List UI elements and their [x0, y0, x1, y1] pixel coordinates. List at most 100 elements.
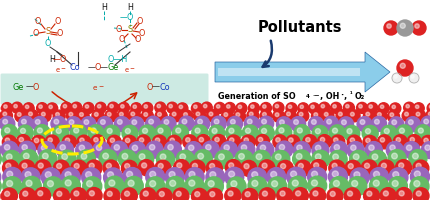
Circle shape	[362, 125, 378, 141]
Circle shape	[19, 188, 36, 200]
Circle shape	[81, 117, 96, 132]
Circle shape	[259, 116, 273, 131]
Circle shape	[83, 177, 102, 196]
Circle shape	[216, 105, 220, 108]
Circle shape	[293, 150, 311, 168]
Circle shape	[123, 168, 142, 187]
Circle shape	[3, 119, 8, 124]
Circle shape	[199, 137, 204, 142]
Circle shape	[372, 154, 378, 160]
Circle shape	[142, 128, 147, 133]
Circle shape	[366, 129, 371, 134]
Circle shape	[17, 113, 21, 116]
Text: H: H	[49, 54, 55, 64]
Circle shape	[177, 103, 188, 114]
Circle shape	[61, 102, 72, 113]
Circle shape	[406, 145, 412, 150]
Circle shape	[160, 154, 166, 160]
Circle shape	[392, 180, 398, 187]
Circle shape	[396, 188, 412, 200]
Circle shape	[421, 135, 430, 149]
Circle shape	[57, 191, 62, 196]
Circle shape	[146, 168, 165, 187]
Circle shape	[153, 135, 166, 149]
Text: ¹: ¹	[350, 92, 353, 97]
Circle shape	[32, 116, 47, 131]
Circle shape	[65, 172, 71, 178]
Circle shape	[71, 125, 86, 141]
Circle shape	[214, 119, 219, 124]
Circle shape	[1, 141, 18, 158]
Circle shape	[121, 188, 137, 200]
Text: O: O	[33, 29, 39, 38]
Circle shape	[23, 103, 34, 114]
Circle shape	[23, 191, 28, 196]
Circle shape	[182, 119, 187, 124]
Circle shape	[227, 177, 246, 196]
Circle shape	[4, 145, 10, 150]
Circle shape	[117, 110, 129, 122]
Circle shape	[80, 138, 84, 142]
Circle shape	[110, 138, 115, 143]
Circle shape	[369, 150, 387, 168]
Circle shape	[109, 180, 115, 186]
Circle shape	[410, 177, 429, 196]
Circle shape	[74, 128, 79, 133]
Circle shape	[291, 117, 306, 132]
Circle shape	[332, 171, 338, 177]
Text: —O: —O	[53, 54, 67, 64]
Circle shape	[394, 75, 397, 78]
Circle shape	[332, 163, 337, 168]
Circle shape	[333, 105, 336, 108]
Circle shape	[366, 112, 370, 116]
Circle shape	[84, 120, 89, 125]
Circle shape	[295, 191, 301, 196]
Text: O: O	[137, 17, 143, 25]
Circle shape	[344, 125, 360, 141]
Circle shape	[347, 129, 352, 134]
Text: O: O	[139, 28, 145, 38]
Circle shape	[330, 191, 335, 196]
Circle shape	[185, 176, 204, 195]
Circle shape	[378, 103, 389, 114]
Circle shape	[172, 125, 188, 141]
Text: O₂: O₂	[355, 92, 365, 101]
Circle shape	[26, 110, 38, 122]
Circle shape	[139, 154, 145, 160]
Circle shape	[347, 135, 361, 149]
Circle shape	[286, 103, 297, 114]
Circle shape	[273, 110, 285, 122]
Circle shape	[19, 160, 35, 176]
Circle shape	[279, 128, 284, 133]
Circle shape	[346, 104, 349, 108]
Text: Ge: Ge	[12, 82, 24, 92]
Circle shape	[172, 112, 176, 116]
Circle shape	[348, 110, 360, 122]
Text: e: e	[93, 85, 97, 91]
Circle shape	[370, 168, 389, 187]
Circle shape	[249, 103, 259, 114]
Circle shape	[273, 135, 287, 149]
Circle shape	[374, 171, 380, 177]
Circle shape	[235, 150, 253, 168]
Circle shape	[210, 172, 216, 178]
Circle shape	[105, 110, 117, 122]
Circle shape	[229, 128, 234, 133]
Circle shape	[89, 191, 95, 196]
Circle shape	[197, 135, 210, 149]
Circle shape	[204, 177, 223, 196]
Circle shape	[5, 138, 9, 142]
Circle shape	[206, 160, 222, 176]
Circle shape	[74, 191, 79, 196]
Circle shape	[227, 116, 243, 131]
Circle shape	[141, 110, 154, 122]
Circle shape	[164, 120, 169, 124]
Circle shape	[43, 153, 48, 159]
Circle shape	[241, 135, 255, 149]
Circle shape	[252, 180, 258, 186]
Circle shape	[149, 119, 154, 124]
Circle shape	[98, 105, 101, 108]
Circle shape	[192, 163, 197, 169]
Circle shape	[177, 163, 182, 168]
Circle shape	[35, 160, 51, 176]
